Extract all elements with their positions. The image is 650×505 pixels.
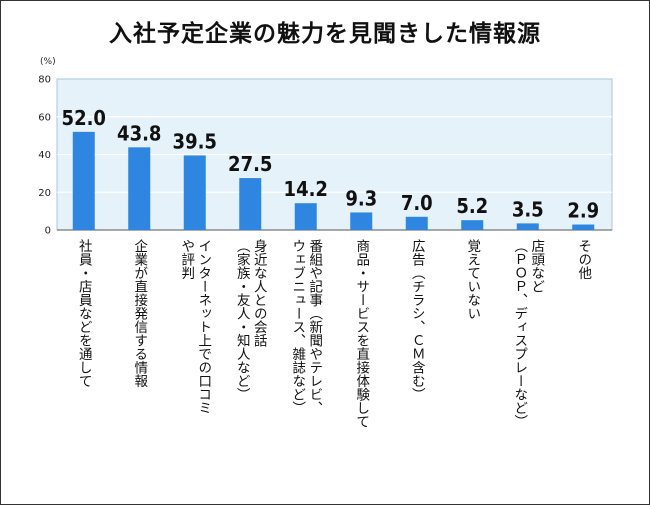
category-label-4-line-1: 身近な人との会話 bbox=[251, 239, 268, 348]
y-tick-label-20: 20 bbox=[38, 188, 51, 199]
category-label-2: 企業が直接発信する情報 bbox=[131, 238, 148, 388]
bar-8 bbox=[461, 220, 484, 230]
category-label-10: その他 bbox=[575, 239, 592, 281]
value-label-9: 3.5 bbox=[512, 197, 544, 221]
y-tick-label-0: 0 bbox=[45, 226, 51, 237]
bar-3 bbox=[183, 155, 206, 230]
bar-7 bbox=[405, 216, 428, 230]
bar-5 bbox=[294, 203, 317, 230]
bar-6 bbox=[350, 212, 373, 230]
bar-10 bbox=[572, 224, 595, 230]
category-label-3-line-2: や評判 bbox=[178, 239, 195, 281]
value-label-7: 7.0 bbox=[401, 191, 433, 215]
category-label-9-line-2: （ＰＯＰ、ディスプレーなど） bbox=[511, 239, 528, 428]
category-label-3-line-1: インターネット上での口コミ bbox=[195, 239, 212, 415]
category-label-7: 広告（チラシ、ＣＭ含む） bbox=[409, 239, 426, 401]
y-tick-label-40: 40 bbox=[38, 150, 51, 161]
bar-9 bbox=[516, 223, 539, 230]
category-label-4-line-2: （家族・友人・知人など） bbox=[234, 239, 251, 401]
category-label-5-line-2: ウェブニュース、雑誌など） bbox=[289, 239, 306, 415]
y-tick-label-60: 60 bbox=[38, 112, 51, 123]
value-label-3: 39.5 bbox=[173, 129, 217, 153]
value-label-8: 5.2 bbox=[456, 194, 488, 218]
value-label-4: 27.5 bbox=[228, 152, 272, 176]
bar-2 bbox=[128, 147, 151, 230]
category-label-1: 社員・店員などを通して bbox=[76, 239, 93, 388]
value-label-6: 9.3 bbox=[345, 186, 377, 210]
category-label-8: 覚えていない bbox=[464, 239, 481, 320]
category-label-6: 商品・サービスを直接体験して bbox=[353, 239, 370, 428]
bar-4 bbox=[239, 178, 262, 230]
y-tick-label-80: 80 bbox=[38, 75, 51, 86]
chart-title: 入社予定企業の魅力を見聞きした情報源 bbox=[109, 21, 541, 47]
value-label-1: 52.0 bbox=[62, 106, 106, 130]
category-label-9-line-1: 店頭など bbox=[528, 239, 545, 294]
value-label-2: 43.8 bbox=[117, 121, 161, 145]
value-label-5: 14.2 bbox=[284, 177, 328, 201]
value-label-10: 2.9 bbox=[567, 199, 599, 223]
bar-1 bbox=[72, 131, 95, 230]
category-label-5-line-1: 番組や記事（新聞やテレビ、 bbox=[306, 239, 323, 415]
y-axis-unit: (%) bbox=[40, 57, 56, 67]
